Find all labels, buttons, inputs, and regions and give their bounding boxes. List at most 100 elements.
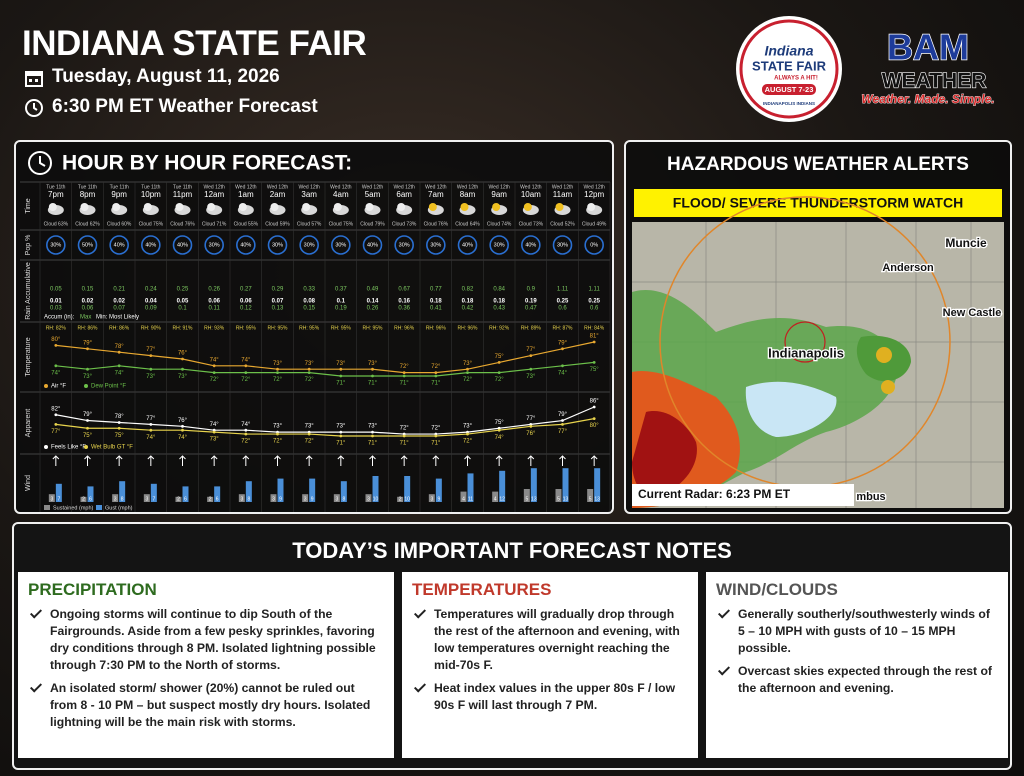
rain-min: 0.02 [113, 299, 125, 305]
wind-value: 2 [209, 496, 212, 502]
pop-ring [394, 235, 414, 255]
hourly-panel: HOUR BY HOUR FORECAST: Time Pop % Rain Acc… [14, 140, 614, 514]
pop-label: 30% [557, 242, 568, 248]
note-bullet: Overcast skies expected through the rest… [716, 663, 998, 697]
rain-min: 0.04 [145, 299, 157, 305]
fair-sub: STATE FAIR [752, 58, 827, 73]
data-point [561, 364, 564, 368]
pop-ring [77, 235, 98, 255]
time-label: 4am [333, 190, 349, 199]
value-label: 79° [558, 340, 568, 346]
wind-value: 6 [89, 496, 92, 502]
rain-max: 0.9 [527, 287, 536, 293]
wind-value: 6 [216, 496, 219, 502]
data-point [212, 371, 216, 374]
wind-value: 13 [531, 496, 537, 502]
wind-bar [87, 486, 94, 502]
wind-value: 5 [589, 496, 592, 502]
wind-value: 10 [404, 496, 410, 502]
series-line [55, 406, 595, 435]
value-label: 73° [146, 374, 156, 380]
pop-label: 40% [462, 242, 473, 248]
legend-swatch [84, 445, 88, 449]
value-label: 71° [368, 441, 378, 447]
clock-icon [25, 99, 43, 117]
data-point [402, 434, 406, 438]
day-label: Tue 11th [78, 184, 97, 190]
data-point [276, 371, 279, 374]
day-label: Wed 12th [552, 184, 574, 190]
weather-icon [428, 203, 437, 211]
wind-arrow [369, 455, 376, 466]
weather-icon [555, 203, 564, 211]
rain-min: 0.06 [240, 299, 252, 305]
rh-label: RH: 82% [46, 325, 67, 331]
cloud-label: Cloud 75% [139, 221, 164, 227]
data-point [592, 340, 596, 344]
note-box: PRECIPITATION Ongoing storms will continu… [18, 572, 394, 758]
hourly-chart: HOUR BY HOUR FORECAST: Time Pop % Rain Acc… [20, 151, 611, 512]
rain-min: 0.06 [208, 299, 220, 305]
pop-label: 30% [430, 242, 441, 248]
rain-min: 0.08 [303, 299, 315, 305]
time-label: 8am [460, 190, 476, 199]
wind-value: 3 [272, 496, 275, 502]
data-point [149, 354, 153, 357]
rain-max: 0.05 [50, 287, 62, 293]
wind-bar [245, 481, 252, 502]
rh-label: RH: 95% [267, 325, 288, 331]
time-label: 7am [428, 190, 444, 199]
page-title: INDIANA STATE FAIR [22, 24, 367, 63]
data-point [529, 424, 533, 428]
rain-min: 0.19 [525, 299, 537, 305]
map-label: Anderson [882, 262, 934, 274]
wind-bar [397, 496, 404, 502]
data-point [434, 371, 438, 374]
pop-label: 50% [82, 242, 93, 248]
pop-label: 40% [240, 242, 251, 248]
data-point [276, 432, 279, 436]
time-label: 12pm [584, 190, 604, 199]
data-point [244, 428, 248, 432]
day-label: Tue 11th [46, 184, 65, 190]
time-label: 9pm [111, 190, 127, 199]
wind-bar [530, 468, 537, 502]
wind-arrow [432, 455, 440, 466]
rain-max: 0.25 [177, 287, 189, 293]
rain-likely: 0.06 [82, 306, 94, 312]
wind-bar [214, 486, 221, 502]
wind-value: 2 [82, 496, 85, 502]
series-line [55, 418, 595, 437]
wind-value: 10 [373, 496, 379, 502]
row-label: Time [25, 198, 32, 213]
data-point [339, 367, 343, 371]
wind-bar [302, 494, 309, 502]
data-point [244, 364, 248, 368]
pop-ring [141, 235, 161, 255]
wind-value: 9 [437, 496, 440, 502]
cloud-label: Cloud 52% [550, 221, 575, 227]
value-label: 73° [463, 424, 473, 430]
note-heading: WIND/CLOUDS [716, 580, 838, 599]
value-label: 75° [115, 433, 125, 439]
wind-bar [428, 494, 435, 502]
wind-bar [492, 491, 499, 502]
hourly-title: HOUR BY HOUR FORECAST: [62, 152, 352, 175]
rain-likely: 0.36 [398, 306, 410, 312]
day-label: Tue 11th [141, 184, 160, 190]
value-label: 71° [431, 381, 441, 387]
value-label: 74° [146, 435, 156, 441]
cloud-label: Cloud 59% [265, 221, 290, 227]
radar-box [632, 484, 854, 506]
data-point [434, 432, 438, 436]
weather-icon [333, 203, 342, 211]
wind-value: 4 [462, 496, 465, 502]
value-label: 82° [51, 406, 61, 412]
rh-label: RH: 93% [204, 325, 225, 331]
wind-value: 3 [335, 496, 338, 502]
data-point [529, 354, 533, 357]
legend-label: Sustained (mph) [53, 505, 94, 511]
rh-label: RH: 96% [426, 325, 447, 331]
pop-label: 30% [209, 242, 220, 248]
data-point [497, 361, 501, 364]
